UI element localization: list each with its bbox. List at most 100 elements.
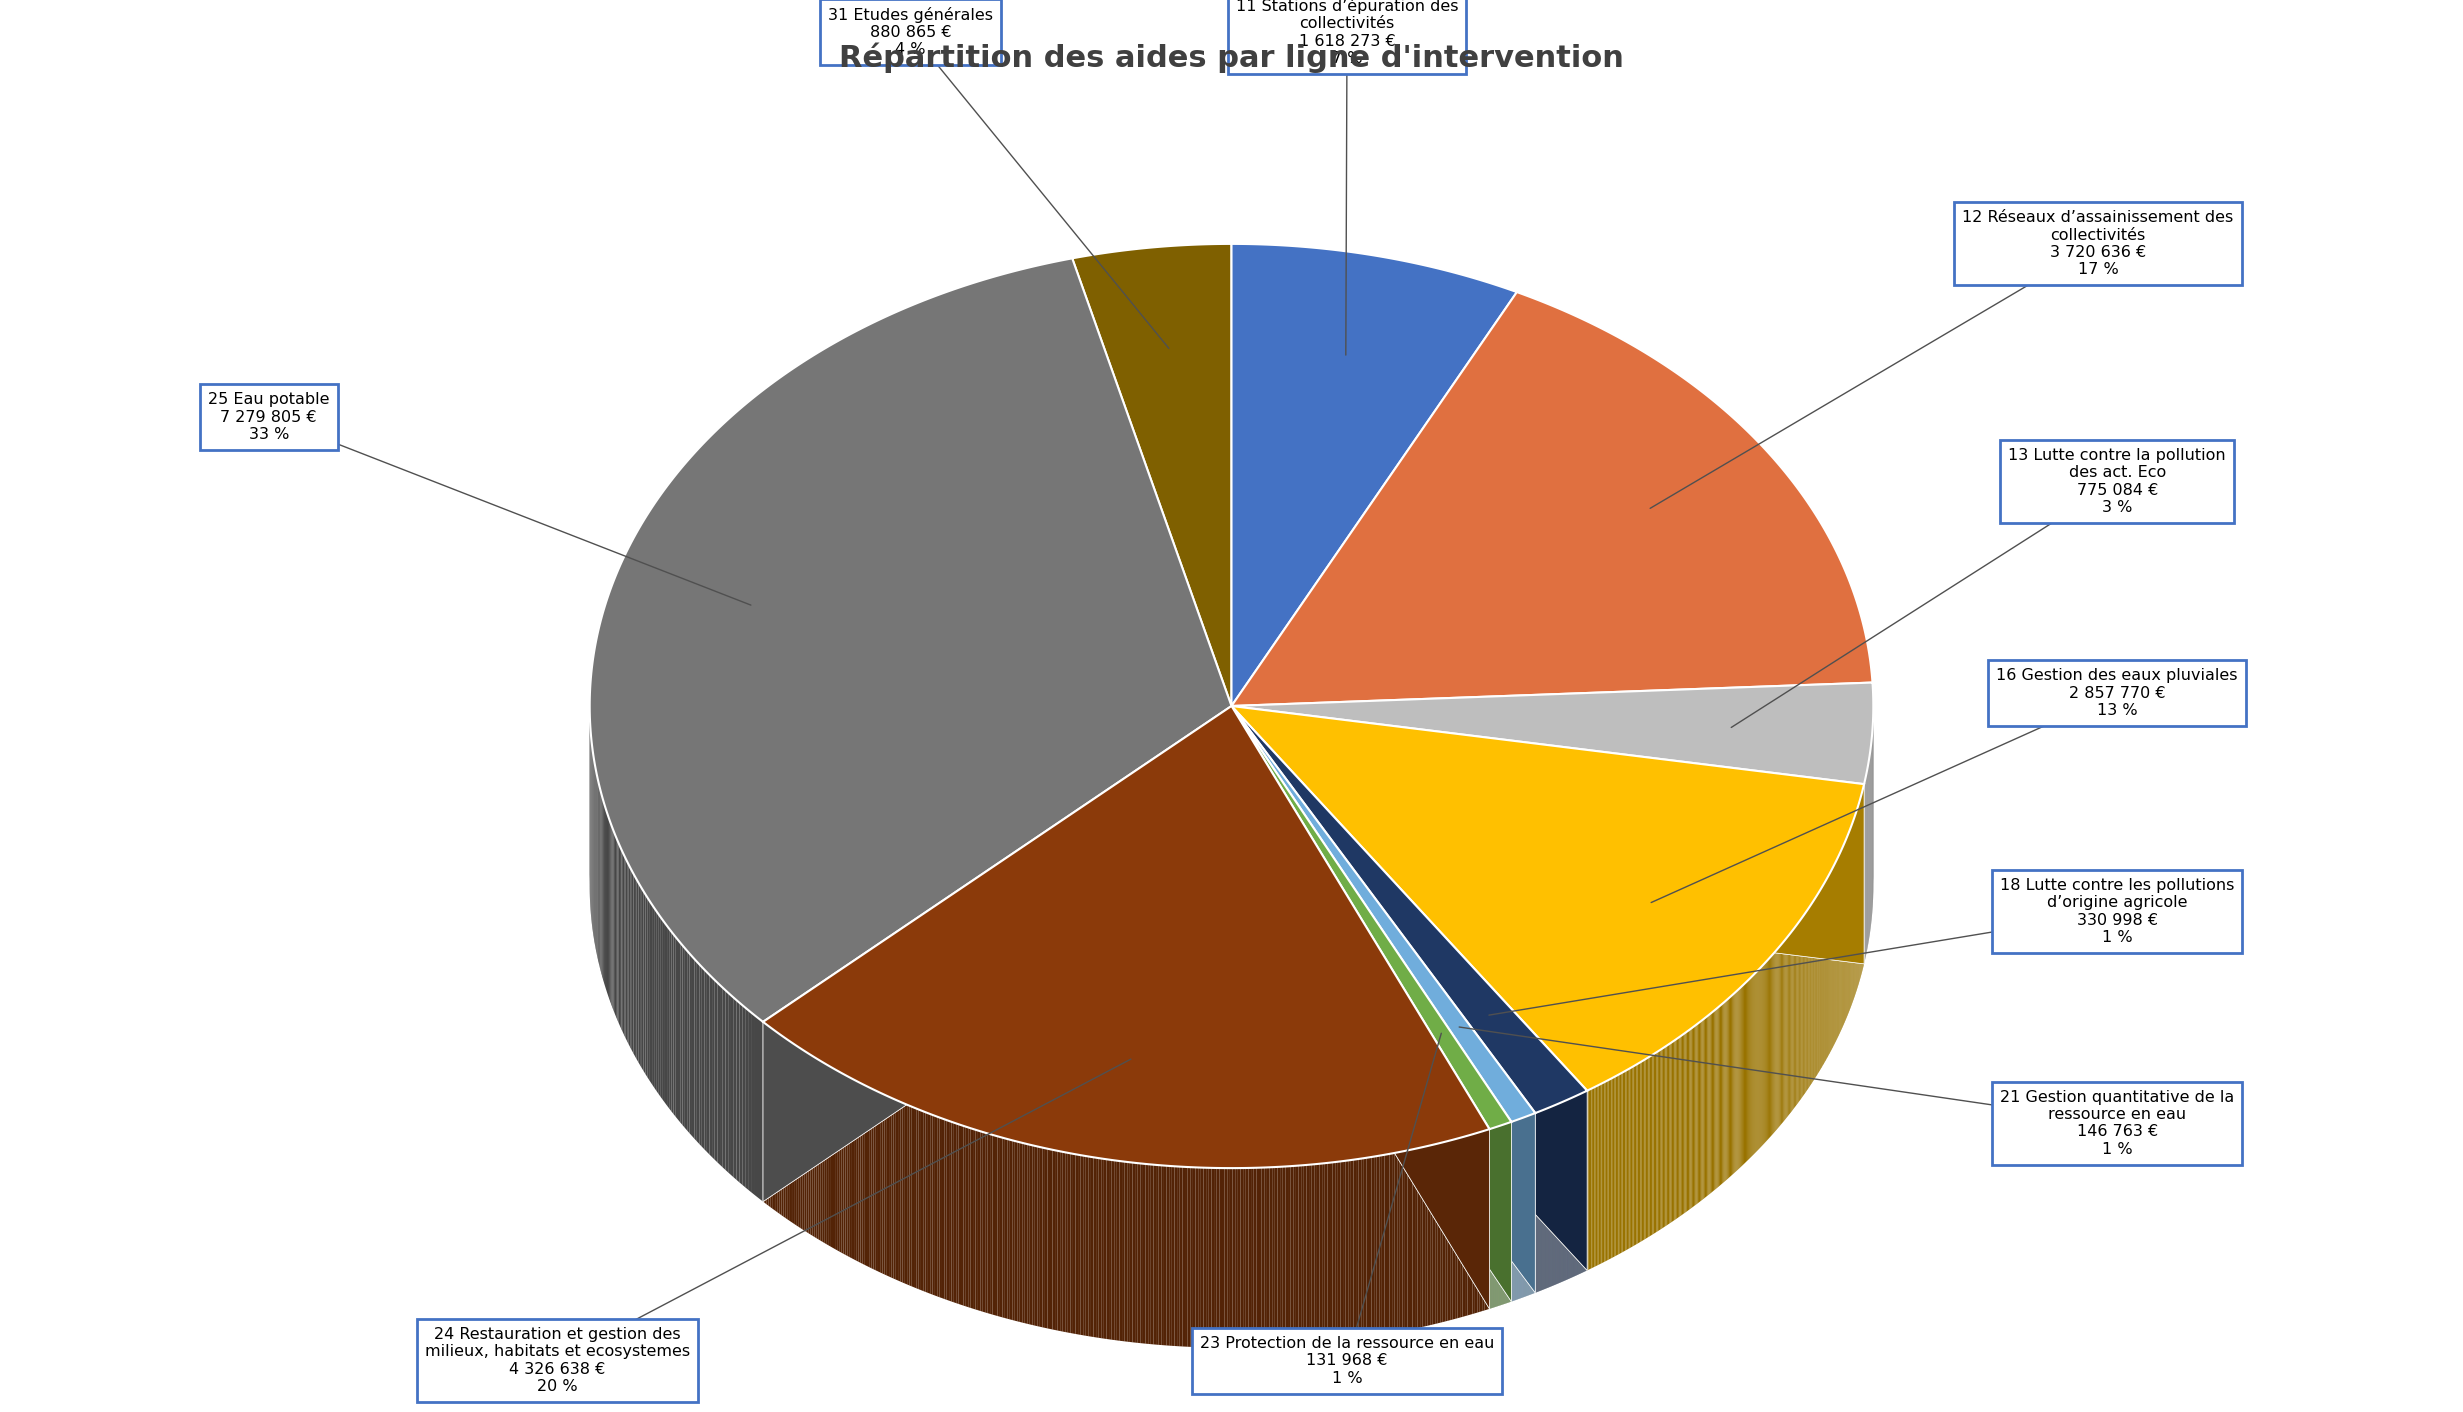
Polygon shape [1195, 1168, 1197, 1347]
Polygon shape [1224, 1168, 1227, 1348]
Polygon shape [1323, 1163, 1325, 1343]
Text: 13 Lutte contre la pollution
des act. Eco
775 084 €
3 %: 13 Lutte contre la pollution des act. Ec… [2007, 448, 2227, 515]
Polygon shape [1128, 1162, 1131, 1341]
Polygon shape [1276, 1166, 1278, 1347]
Polygon shape [1069, 1152, 1071, 1333]
Polygon shape [1131, 1162, 1133, 1343]
Polygon shape [1052, 1149, 1054, 1330]
Polygon shape [1281, 1166, 1283, 1347]
Polygon shape [1101, 1158, 1103, 1339]
Polygon shape [1355, 1159, 1357, 1340]
Polygon shape [1268, 1168, 1273, 1347]
Polygon shape [589, 258, 1232, 1022]
Polygon shape [1140, 1163, 1143, 1343]
Polygon shape [1111, 1161, 1113, 1340]
Polygon shape [751, 1012, 754, 1195]
Polygon shape [1426, 1147, 1429, 1326]
Text: 16 Gestion des eaux pluviales
2 857 770 €
13 %: 16 Gestion des eaux pluviales 2 857 770 … [1997, 668, 2239, 719]
Polygon shape [1419, 1148, 1421, 1327]
Polygon shape [761, 1019, 764, 1202]
Polygon shape [1197, 1168, 1202, 1347]
Polygon shape [1108, 1159, 1111, 1340]
Polygon shape [1027, 1144, 1030, 1324]
Polygon shape [1357, 1159, 1360, 1339]
Polygon shape [1461, 1137, 1463, 1317]
Polygon shape [1232, 706, 1490, 1309]
Polygon shape [1025, 1144, 1027, 1324]
Text: 23 Protection de la ressource en eau
131 968 €
1 %: 23 Protection de la ressource en eau 131… [1199, 1336, 1495, 1385]
Polygon shape [1209, 1168, 1212, 1347]
Polygon shape [1163, 1165, 1165, 1346]
Polygon shape [1421, 1147, 1424, 1327]
Polygon shape [1288, 1166, 1291, 1346]
Polygon shape [1232, 706, 1534, 1293]
Polygon shape [1066, 1152, 1069, 1333]
Polygon shape [1337, 1162, 1340, 1341]
Polygon shape [1185, 1166, 1187, 1347]
Polygon shape [1217, 1168, 1219, 1347]
Polygon shape [1342, 1161, 1345, 1341]
Polygon shape [1091, 1156, 1094, 1337]
Polygon shape [722, 988, 727, 1171]
Polygon shape [1227, 1168, 1229, 1348]
Polygon shape [1232, 244, 1517, 706]
Polygon shape [1392, 1154, 1394, 1333]
Polygon shape [734, 998, 736, 1180]
Polygon shape [707, 973, 709, 1155]
Polygon shape [1249, 1168, 1251, 1347]
Polygon shape [1232, 706, 1864, 964]
Polygon shape [1086, 1156, 1089, 1336]
Polygon shape [1232, 706, 1586, 1271]
Polygon shape [736, 1000, 739, 1182]
Polygon shape [1148, 1165, 1150, 1344]
Polygon shape [1244, 1168, 1246, 1347]
Polygon shape [1298, 1165, 1300, 1346]
Polygon shape [1458, 1138, 1461, 1319]
Polygon shape [1074, 1154, 1076, 1334]
Polygon shape [1207, 1168, 1209, 1347]
Polygon shape [1232, 706, 1490, 1309]
Polygon shape [1261, 1168, 1264, 1347]
Polygon shape [712, 977, 714, 1159]
Polygon shape [1096, 1158, 1098, 1337]
Polygon shape [1133, 1162, 1135, 1343]
Polygon shape [1414, 1149, 1416, 1329]
Polygon shape [1389, 1154, 1392, 1333]
Polygon shape [1232, 682, 1874, 784]
Polygon shape [1071, 1154, 1074, 1333]
Polygon shape [1387, 1154, 1389, 1334]
Polygon shape [714, 980, 717, 1162]
Polygon shape [1079, 1155, 1081, 1334]
Polygon shape [764, 706, 1232, 1202]
Polygon shape [1126, 1162, 1128, 1341]
Polygon shape [1433, 1144, 1436, 1324]
Polygon shape [1313, 1165, 1315, 1344]
Polygon shape [1135, 1163, 1138, 1343]
Polygon shape [1153, 1165, 1155, 1344]
Polygon shape [1300, 1165, 1303, 1346]
Polygon shape [1057, 1151, 1059, 1332]
Text: 31 Etudes générales
880 865 €
4 %: 31 Etudes générales 880 865 € 4 % [828, 7, 993, 58]
Polygon shape [1232, 706, 1864, 964]
Polygon shape [1042, 1148, 1044, 1327]
Polygon shape [1229, 1168, 1232, 1348]
Polygon shape [1367, 1158, 1369, 1337]
Polygon shape [1123, 1161, 1126, 1341]
Polygon shape [1007, 1139, 1010, 1319]
Polygon shape [1044, 1148, 1047, 1329]
Polygon shape [729, 993, 732, 1175]
Polygon shape [1232, 706, 1586, 1113]
Polygon shape [1155, 1165, 1158, 1344]
Polygon shape [1283, 1166, 1286, 1347]
Polygon shape [1291, 1166, 1293, 1346]
Text: 18 Lutte contre les pollutions
d’origine agricole
330 998 €
1 %: 18 Lutte contre les pollutions d’origine… [2000, 878, 2234, 945]
Polygon shape [1369, 1156, 1372, 1337]
Polygon shape [1448, 1141, 1451, 1320]
Polygon shape [1005, 1138, 1007, 1319]
Polygon shape [1254, 1168, 1256, 1347]
Polygon shape [1059, 1151, 1062, 1332]
Polygon shape [1406, 1149, 1409, 1330]
Polygon shape [1394, 1152, 1397, 1333]
Polygon shape [998, 1137, 1000, 1317]
Polygon shape [1401, 1151, 1404, 1332]
